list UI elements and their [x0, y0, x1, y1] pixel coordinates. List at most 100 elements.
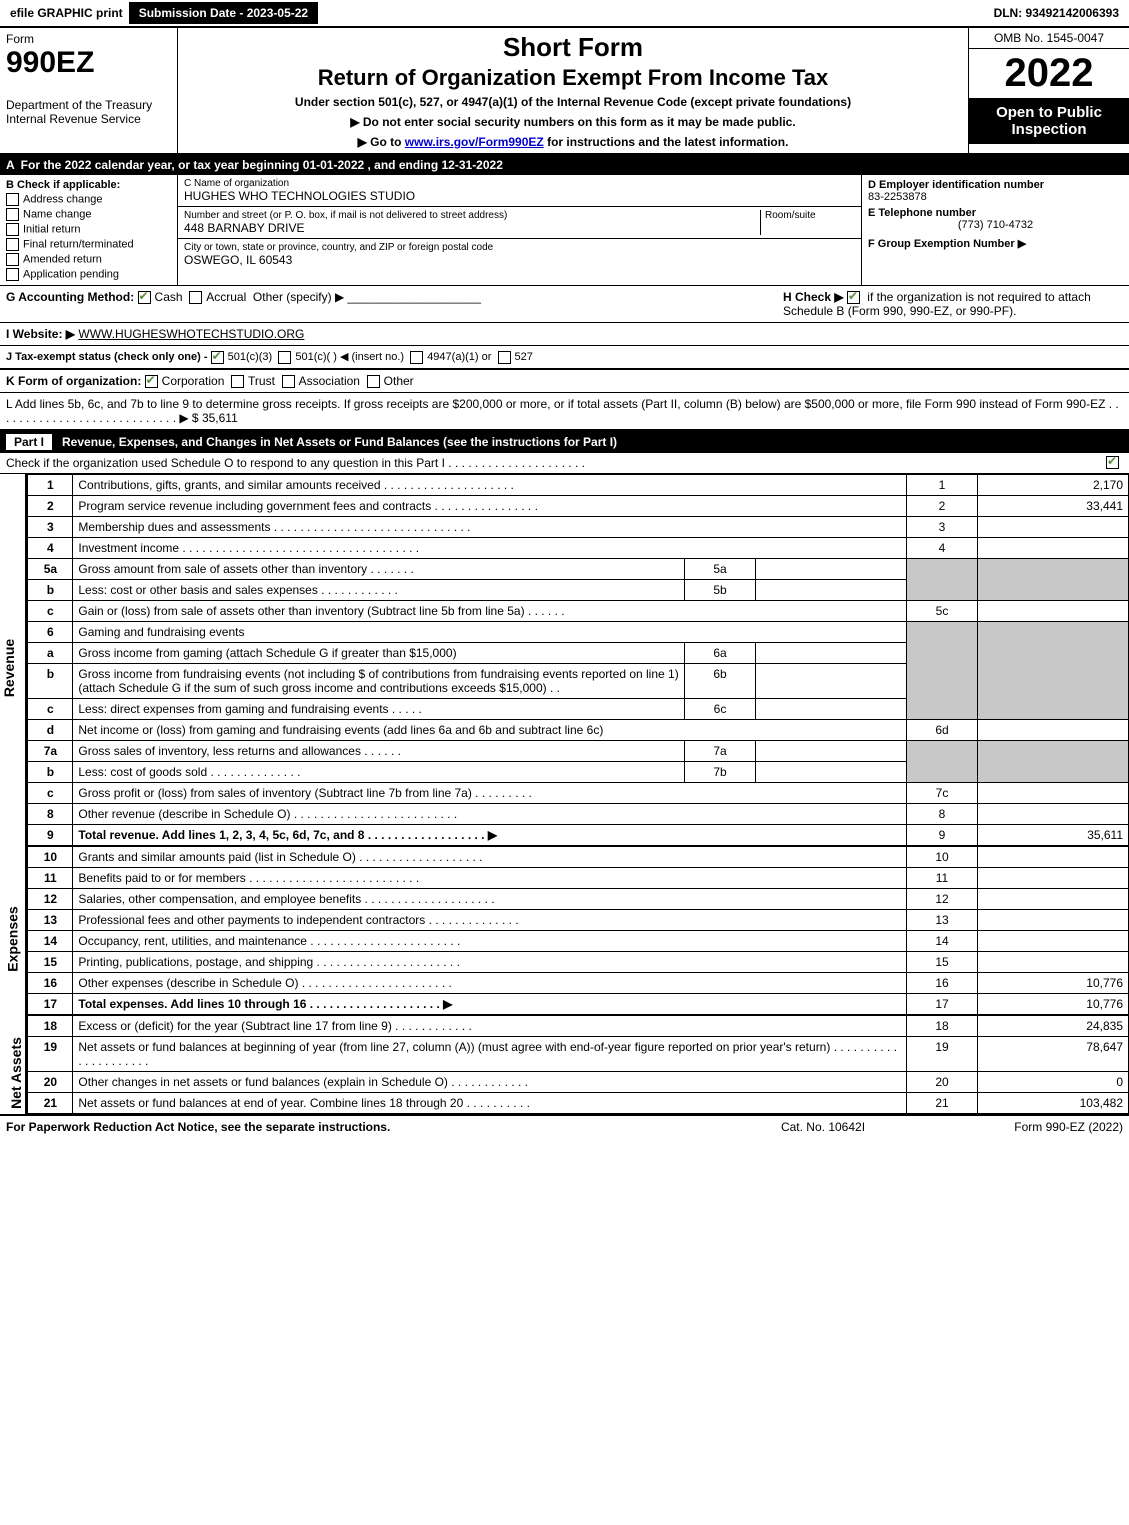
- l7a-text: Gross sales of inventory, less returns a…: [73, 741, 685, 762]
- form-number: 990EZ: [6, 46, 171, 80]
- checkbox-association[interactable]: [282, 375, 295, 388]
- checkbox-4947[interactable]: [410, 351, 423, 364]
- form-header: Form 990EZ Department of the Treasury In…: [0, 28, 1129, 155]
- l11-col: 11: [907, 868, 978, 889]
- shade-7: [907, 741, 978, 783]
- checkbox-501c3[interactable]: [211, 351, 224, 364]
- l20-num: 20: [28, 1072, 73, 1093]
- col-b: B Check if applicable: Address change Na…: [0, 175, 178, 285]
- l12-num: 12: [28, 889, 73, 910]
- website-value[interactable]: WWW.HUGHESWHOTECHSTUDIO.ORG: [78, 327, 304, 341]
- checkbox-initial-return[interactable]: Initial return: [6, 223, 171, 236]
- tax-year: 2022: [969, 49, 1129, 98]
- checkbox-trust[interactable]: [231, 375, 244, 388]
- l18-amt: 24,835: [978, 1016, 1129, 1037]
- l1-amt: 2,170: [978, 475, 1129, 496]
- header-note1: ▶ Do not enter social security numbers o…: [182, 115, 964, 129]
- part1-header: Part I Revenue, Expenses, and Changes in…: [0, 431, 1129, 453]
- checkbox-h[interactable]: [847, 291, 860, 304]
- checkbox-application-pending[interactable]: Application pending: [6, 268, 171, 281]
- l5a-mid: 5a: [685, 559, 756, 580]
- irs-link[interactable]: www.irs.gov/Form990EZ: [405, 135, 544, 149]
- department-label: Department of the Treasury Internal Reve…: [6, 98, 171, 126]
- l18-text: Excess or (deficit) for the year (Subtra…: [73, 1016, 907, 1037]
- revenue-table: 1Contributions, gifts, grants, and simil…: [27, 474, 1129, 846]
- efile-label: efile GRAPHIC print: [4, 2, 129, 24]
- side-expenses: Expenses: [0, 846, 27, 1015]
- netassets-table: 18Excess or (deficit) for the year (Subt…: [27, 1015, 1129, 1114]
- checkbox-501c[interactable]: [278, 351, 291, 364]
- col-c: C Name of organization HUGHES WHO TECHNO…: [178, 175, 861, 285]
- g-accrual: Accrual: [206, 290, 246, 304]
- l16-text: Other expenses (describe in Schedule O) …: [73, 973, 907, 994]
- l5a-num: 5a: [28, 559, 73, 580]
- l7b-val: [756, 762, 907, 783]
- top-bar: efile GRAPHIC print Submission Date - 20…: [0, 0, 1129, 28]
- l14-num: 14: [28, 931, 73, 952]
- checkbox-accrual[interactable]: [189, 291, 202, 304]
- checkbox-name-change[interactable]: Name change: [6, 208, 171, 221]
- l8-num: 8: [28, 804, 73, 825]
- k-other: Other: [384, 374, 414, 388]
- l17-amt: 10,776: [978, 994, 1129, 1015]
- l9-amt: 35,611: [978, 825, 1129, 846]
- line-l: L Add lines 5b, 6c, and 7b to line 9 to …: [0, 393, 1129, 431]
- l6d-num: d: [28, 720, 73, 741]
- l5a-text: Gross amount from sale of assets other t…: [73, 559, 685, 580]
- checkbox-cash[interactable]: [138, 291, 151, 304]
- checkbox-corporation[interactable]: [145, 375, 158, 388]
- l6a-text: Gross income from gaming (attach Schedul…: [73, 643, 685, 664]
- side-revenue-text: Revenue: [1, 639, 17, 697]
- l7c-num: c: [28, 783, 73, 804]
- l15-col: 15: [907, 952, 978, 973]
- header-left: Form 990EZ Department of the Treasury In…: [0, 28, 178, 153]
- l15-text: Printing, publications, postage, and shi…: [73, 952, 907, 973]
- header-subtitle: Under section 501(c), 527, or 4947(a)(1)…: [182, 95, 964, 109]
- j-501c: 501(c)( ) ◀ (insert no.): [295, 351, 404, 363]
- checkbox-address-change[interactable]: Address change: [6, 193, 171, 206]
- l2-num: 2: [28, 496, 73, 517]
- l8-amt: [978, 804, 1129, 825]
- form-label: Form: [6, 32, 171, 46]
- l6d-text: Net income or (loss) from gaming and fun…: [73, 720, 907, 741]
- checkbox-other-org[interactable]: [367, 375, 380, 388]
- l21-text: Net assets or fund balances at end of ye…: [73, 1093, 907, 1114]
- l6b-text: Gross income from fundraising events (no…: [73, 664, 685, 699]
- page-footer: For Paperwork Reduction Act Notice, see …: [0, 1114, 1129, 1138]
- k-trust: Trust: [248, 374, 275, 388]
- checkbox-527[interactable]: [498, 351, 511, 364]
- checkbox-final-return[interactable]: Final return/terminated: [6, 238, 171, 251]
- title-main: Return of Organization Exempt From Incom…: [182, 65, 964, 91]
- l19-text: Net assets or fund balances at beginning…: [73, 1037, 907, 1072]
- l3-num: 3: [28, 517, 73, 538]
- dln-label: DLN: 93492142006393: [994, 6, 1125, 20]
- checkbox-schedule-o[interactable]: [1106, 456, 1119, 469]
- shade-5b: [978, 559, 1129, 601]
- l5a-val: [756, 559, 907, 580]
- room-label: Room/suite: [765, 210, 855, 221]
- l14-text: Occupancy, rent, utilities, and maintena…: [73, 931, 907, 952]
- l4-col: 4: [907, 538, 978, 559]
- ein-label: D Employer identification number: [868, 179, 1123, 191]
- header-right: OMB No. 1545-0047 2022 Open to Public In…: [968, 28, 1129, 153]
- l20-amt: 0: [978, 1072, 1129, 1093]
- j-501c3: 501(c)(3): [228, 351, 273, 363]
- submission-date-button[interactable]: Submission Date - 2023-05-22: [129, 2, 318, 24]
- l12-amt: [978, 889, 1129, 910]
- j-label: J Tax-exempt status (check only one) -: [6, 351, 208, 363]
- l3-col: 3: [907, 517, 978, 538]
- l13-num: 13: [28, 910, 73, 931]
- l16-col: 16: [907, 973, 978, 994]
- l6-num: 6: [28, 622, 73, 643]
- checkbox-amended-return[interactable]: Amended return: [6, 253, 171, 266]
- l7c-text: Gross profit or (loss) from sales of inv…: [73, 783, 907, 804]
- l17-num: 17: [28, 994, 73, 1015]
- l7a-val: [756, 741, 907, 762]
- opt-address-change: Address change: [23, 193, 103, 205]
- l11-amt: [978, 868, 1129, 889]
- name-label: C Name of organization: [184, 178, 855, 189]
- l4-text: Investment income . . . . . . . . . . . …: [73, 538, 907, 559]
- footer-right: Form 990-EZ (2022): [923, 1120, 1123, 1134]
- l5b-text: Less: cost or other basis and sales expe…: [73, 580, 685, 601]
- line-j: J Tax-exempt status (check only one) - 5…: [0, 346, 1129, 370]
